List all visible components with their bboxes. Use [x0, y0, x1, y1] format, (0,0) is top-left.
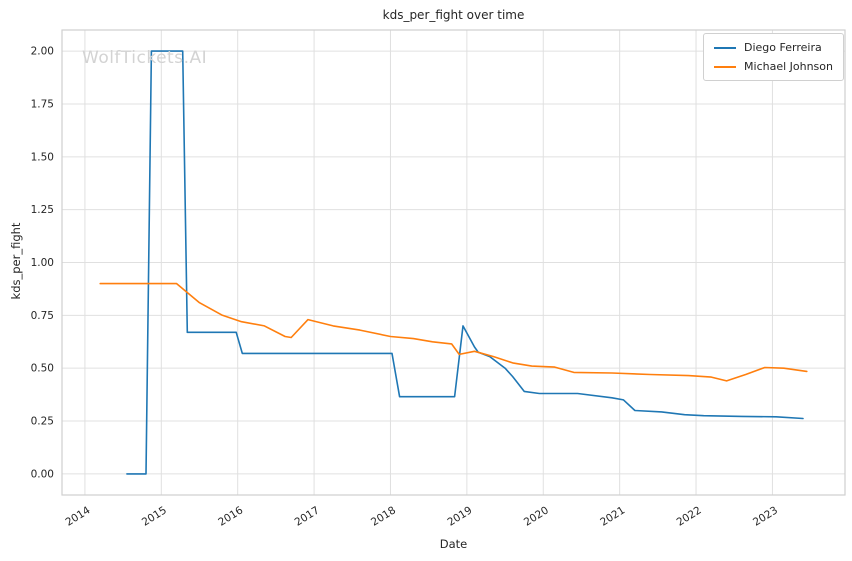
y-tick-label: 1.00 [31, 257, 54, 269]
legend-label-michael-johnson: Michael Johnson [744, 60, 833, 73]
x-tick-label: 2016 [216, 504, 245, 529]
x-tick-label: 2015 [140, 504, 169, 528]
y-tick-label: 0.75 [31, 310, 54, 322]
x-tick-label: 2023 [751, 504, 780, 528]
legend-item-diego-ferreira: Diego Ferreira [714, 41, 833, 54]
legend-line-swatch-diego-ferreira [714, 46, 737, 49]
legend-line-swatch-michael-johnson [714, 65, 737, 68]
legend-label-diego-ferreira: Diego Ferreira [744, 41, 822, 54]
chart-title: kds_per_fight over time [382, 8, 525, 22]
y-tick-label: 1.50 [31, 151, 54, 163]
y-tick-label: 1.75 [31, 98, 54, 110]
x-tick-label: 2020 [522, 504, 551, 528]
watermark: WolfTickets.AI [82, 48, 208, 68]
y-tick-label: 0.50 [31, 363, 54, 375]
x-tick-label: 2019 [445, 504, 474, 528]
series-line-michael-johnson [99, 282, 808, 382]
x-tick-label: 2021 [598, 504, 627, 528]
legend-item-michael-johnson: Michael Johnson [714, 60, 833, 73]
y-tick-label: 1.25 [31, 204, 54, 216]
x-tick-label: 2022 [675, 504, 704, 528]
legend: Diego Ferreira Michael Johnson [703, 33, 844, 81]
y-tick-label: 0.25 [31, 416, 54, 428]
y-tick-label: 0.00 [31, 468, 54, 480]
x-tick-label: 2018 [369, 504, 398, 528]
x-tick-label: 2017 [293, 504, 322, 528]
plot-border [61, 29, 846, 496]
x-axis-label: Date [439, 537, 468, 551]
x-tick-label: 2014 [63, 504, 92, 529]
y-tick-label: 2.00 [31, 46, 54, 58]
y-axis-label: kds_per_fight [9, 222, 23, 300]
series-line-diego-ferreira [126, 50, 804, 475]
